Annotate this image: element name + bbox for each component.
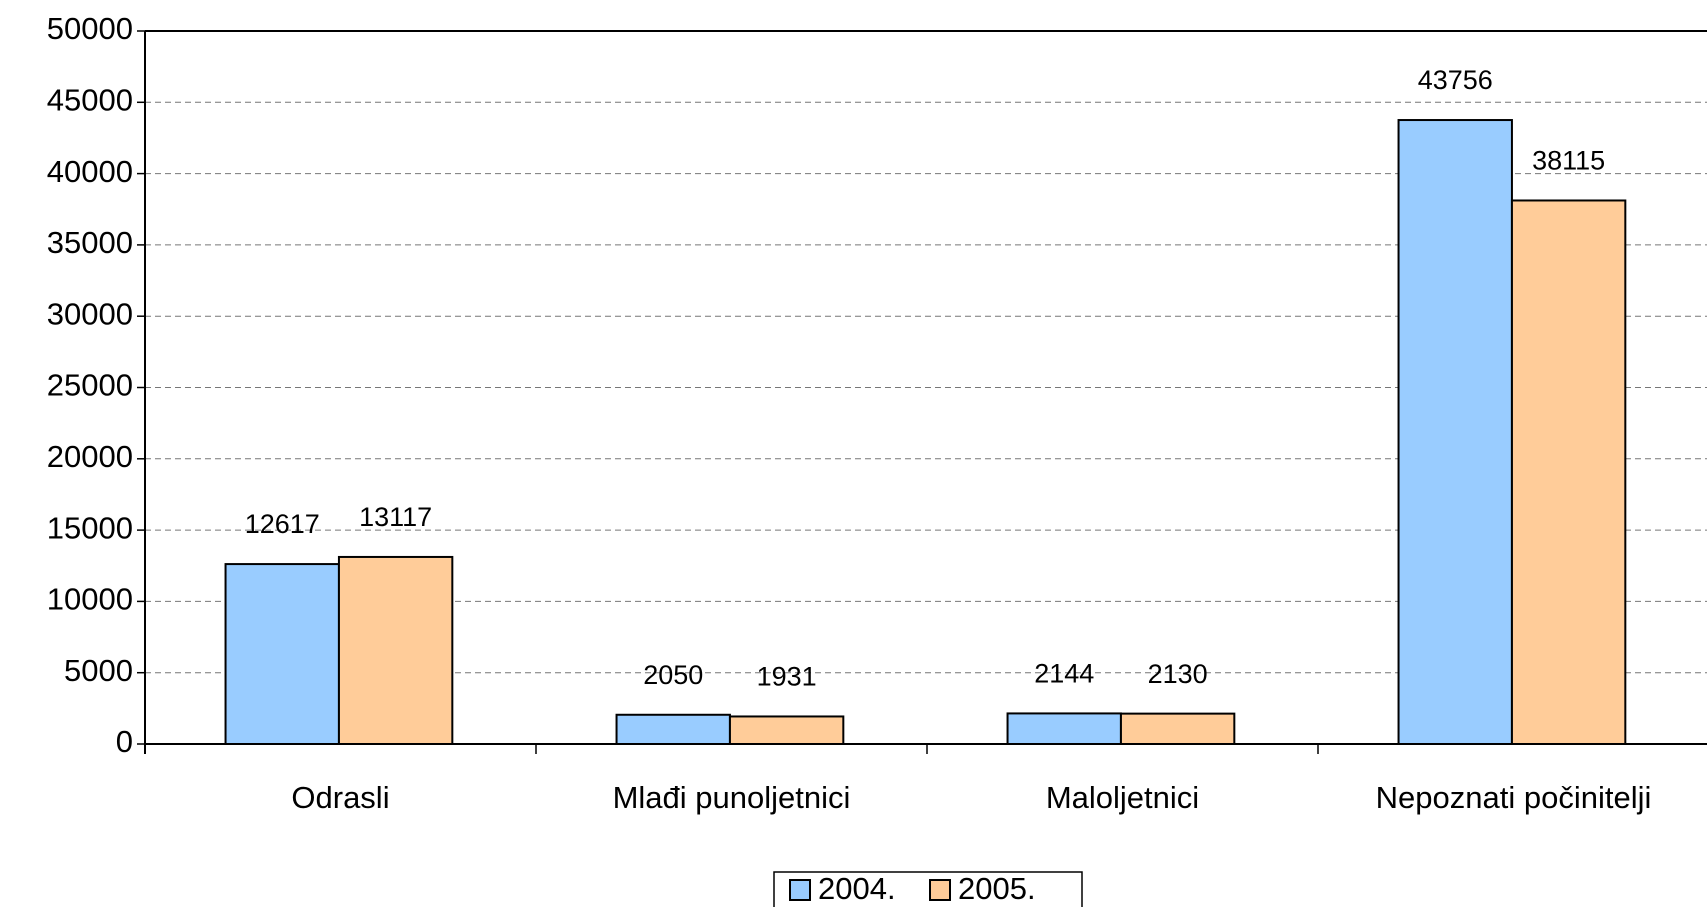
legend-swatch (789, 879, 811, 901)
x-tick-label: Odrasli (291, 780, 389, 815)
bar (1119, 712, 1236, 746)
x-tick-label: Nepoznati počinitelji (1376, 780, 1652, 815)
y-tick-label: 50000 (47, 11, 133, 46)
bar (1397, 119, 1513, 746)
bar (728, 715, 845, 745)
bar (1510, 199, 1627, 745)
data-label: 13117 (359, 502, 432, 532)
y-tick-label: 45000 (47, 82, 133, 117)
bar (224, 563, 340, 746)
y-tick-label: 20000 (47, 439, 133, 474)
data-label: 43756 (1418, 65, 1493, 95)
data-label: 1931 (757, 662, 817, 692)
y-tick-label: 35000 (47, 225, 133, 260)
x-tick-label: Maloljetnici (1046, 780, 1199, 815)
y-tick-label: 30000 (47, 296, 133, 331)
y-tick-label: 5000 (64, 653, 133, 688)
data-label: 2144 (1034, 659, 1094, 689)
bar (1006, 712, 1122, 746)
legend-box (773, 871, 1083, 907)
bar (615, 713, 731, 746)
y-tick-label: 10000 (47, 582, 133, 617)
x-tick-label: Mlađi punoljetnici (613, 780, 851, 815)
y-tick-label: 15000 (47, 510, 133, 545)
data-label: 38115 (1532, 146, 1605, 176)
y-tick-label: 25000 (47, 368, 133, 403)
legend-swatch (929, 879, 951, 901)
bar (337, 555, 454, 746)
legend-label: 2004. (818, 871, 896, 906)
legend-label: 2005. (958, 871, 1036, 906)
data-label: 12617 (245, 509, 320, 539)
data-label: 2050 (643, 660, 703, 690)
y-tick-label: 0 (116, 724, 133, 759)
data-label: 2130 (1148, 659, 1208, 689)
y-tick-label: 40000 (47, 154, 133, 189)
